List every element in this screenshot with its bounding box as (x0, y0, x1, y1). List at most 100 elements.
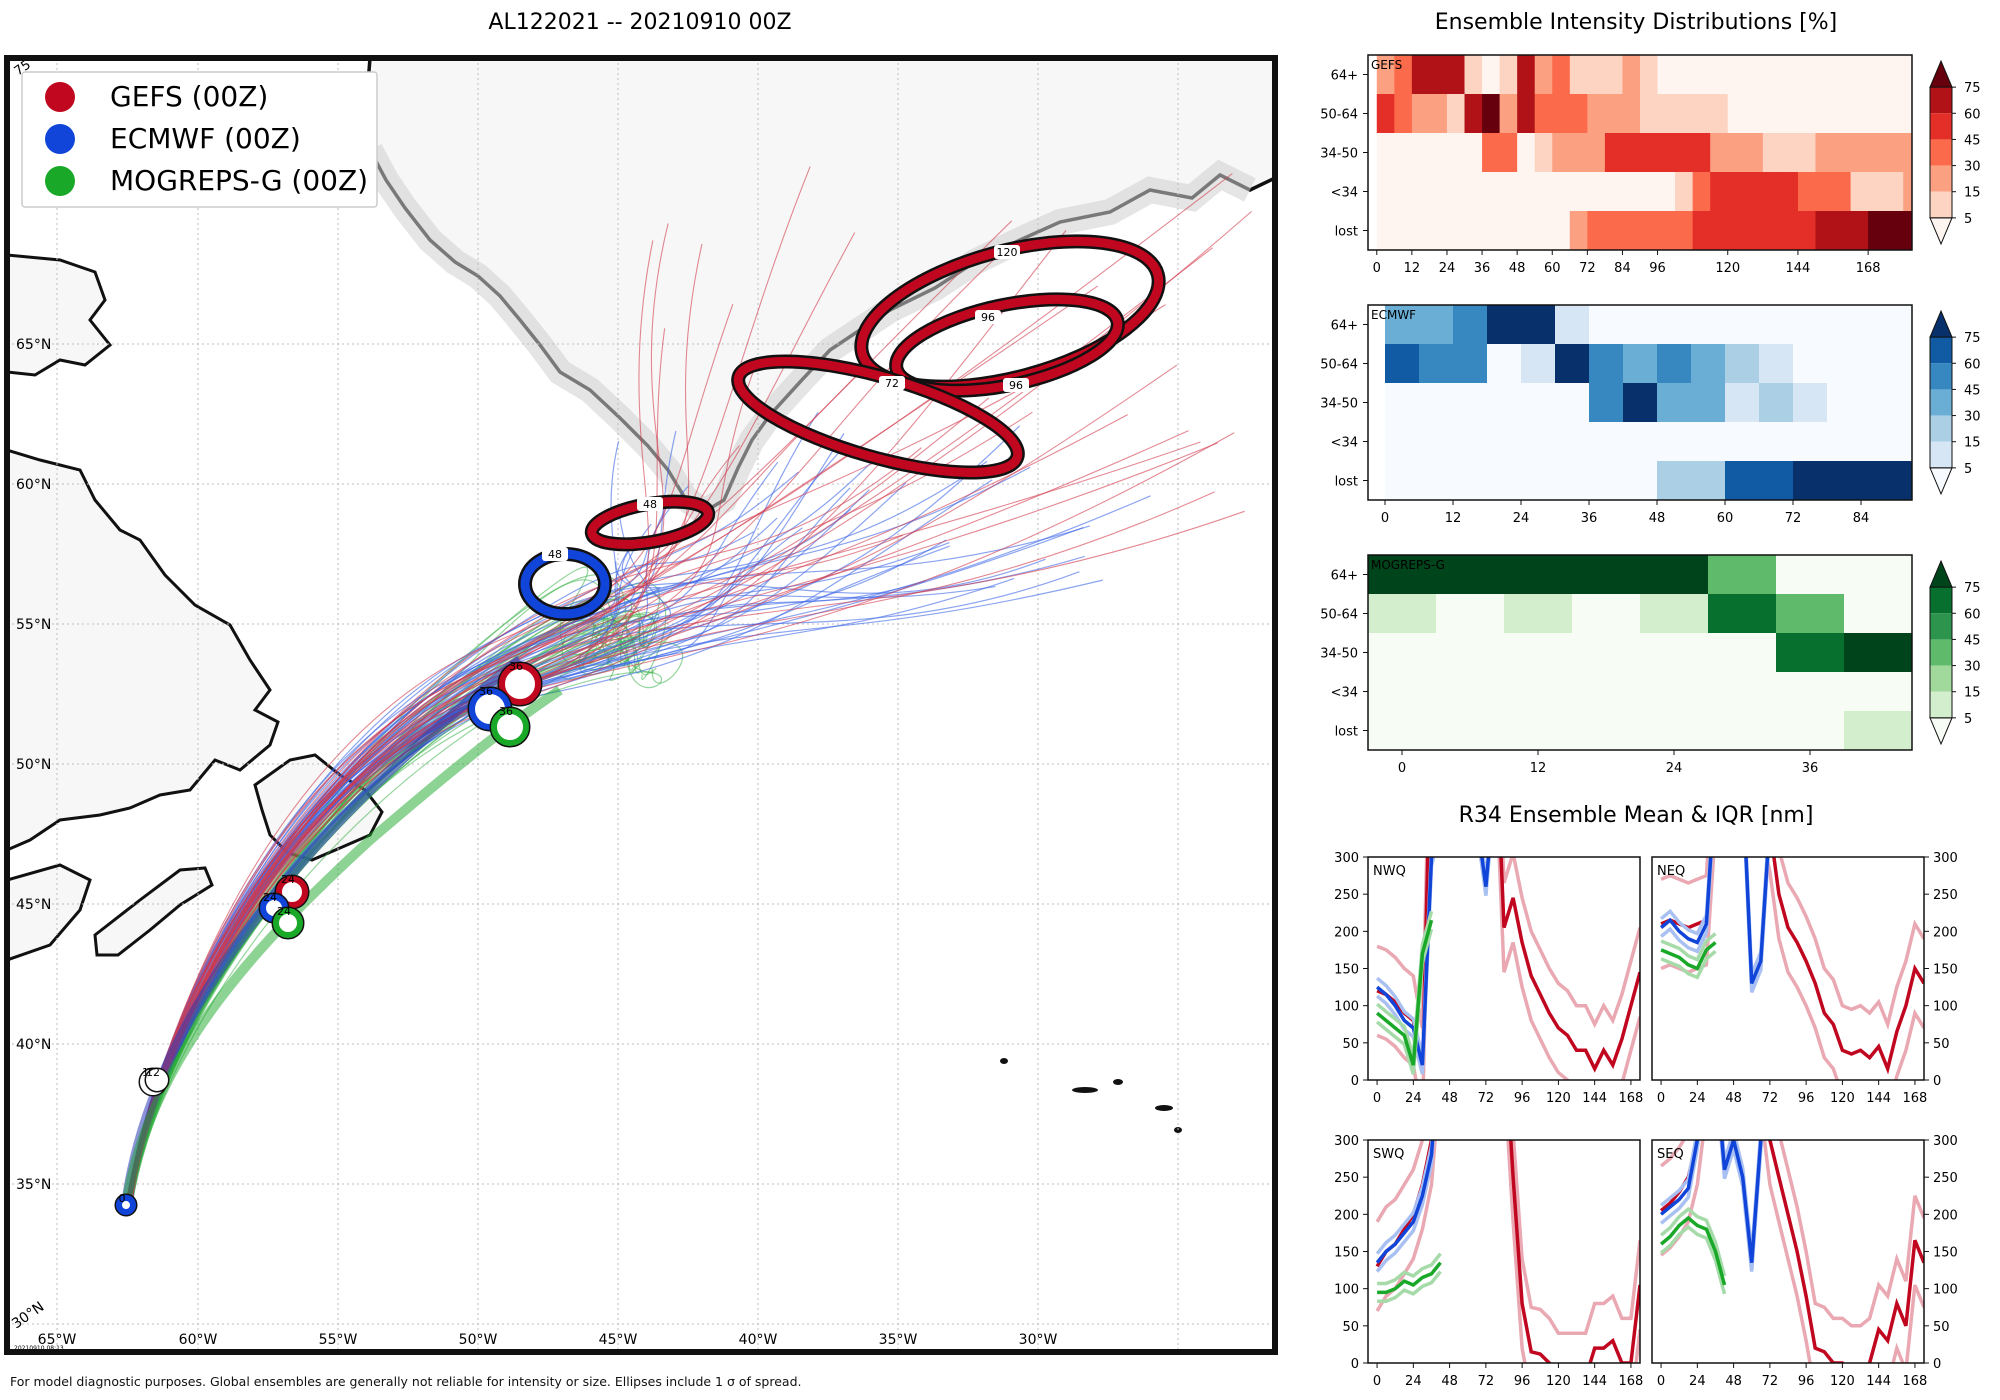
heatmap-cell (1895, 344, 1913, 384)
colorbar-cap (1929, 467, 1953, 496)
heatmap-cell (1521, 461, 1556, 501)
heatmap-cell (1640, 594, 1709, 634)
heatmap-cell (1587, 211, 1606, 251)
heatmap-cell (1762, 172, 1781, 212)
colorbar-cap (1929, 217, 1953, 246)
heatmap-cell (1604, 94, 1623, 134)
heatmap-cell (1446, 172, 1466, 212)
lon-label: 55°W (319, 1332, 358, 1348)
heatmap-cell (1657, 133, 1676, 173)
colorbar-tick: 15 (1964, 436, 1981, 451)
heatmap-cell (1604, 172, 1623, 212)
heatmap-cell (1868, 172, 1887, 212)
heatmap-frame (1367, 554, 1913, 751)
heatmap-cell (1569, 133, 1588, 173)
heatmap-x-tick: 60 (1717, 511, 1734, 526)
heatmap-cell (1868, 133, 1887, 173)
heatmap-model-label: MOGREPS-G (1371, 558, 1445, 572)
heatmap-cell (1725, 344, 1760, 384)
heatmap-cell (1368, 633, 1437, 673)
heatmap-cell (1708, 555, 1777, 595)
forecast-hour-label: 36 (479, 685, 493, 698)
lat-label: 60°N (16, 477, 51, 493)
colorbar-tick: 45 (1964, 633, 1981, 648)
heatmap-cell (1725, 305, 1760, 345)
heatmap-cell (1903, 94, 1913, 134)
r34-iqr-line (1376, 857, 1640, 1029)
heatmap-cell (1850, 133, 1869, 173)
colorbar-tick: 5 (1964, 462, 1972, 477)
heatmap-cell (1903, 55, 1913, 95)
heatmap-cell (1640, 672, 1709, 712)
heatmap-row-label: 34-50 (1320, 647, 1358, 662)
heatmap-cell (1657, 344, 1692, 384)
map-panel: 012122424243636364848729696120 65°W60°W5… (4, 54, 1278, 1355)
heatmap-cell (1604, 133, 1623, 173)
heatmap-row-label: <34 (1331, 686, 1358, 701)
heatmap-cell (1745, 211, 1764, 251)
colorbar-cap (1929, 309, 1953, 338)
r34-panel-neq: NEQ 0 24 48 72 96 120 144 168 0 50 100 150 200 250 300 (1651, 851, 1958, 1106)
colorbar-cap (1929, 59, 1953, 88)
heatmap-cell (1419, 422, 1454, 462)
heatmap-cell (1587, 55, 1606, 95)
lon-label: 35°W (879, 1332, 918, 1348)
heatmap-cell (1675, 133, 1694, 173)
gefs-track (125, 223, 669, 1206)
heatmap-frame (1367, 54, 1913, 251)
heatmap-cell (1411, 211, 1430, 251)
r34-y-tick: 300 (1933, 851, 1958, 866)
colorbar-segment (1930, 691, 1952, 718)
r34-y-tick: 50 (1933, 1037, 1950, 1052)
label-box (994, 245, 1020, 259)
heatmap-cell (1833, 172, 1852, 212)
heatmap-cell (1623, 461, 1658, 501)
heatmap-row-label: <34 (1331, 186, 1358, 201)
colorbar-tick: 30 (1964, 160, 1981, 175)
heatmap-cell (1710, 94, 1729, 134)
heatmap-cell (1657, 422, 1692, 462)
heatmap-cell (1903, 211, 1913, 251)
r34-y-tick: 200 (1933, 1208, 1958, 1223)
heatmap-cell (1589, 422, 1624, 462)
heatmap-x-tick: 36 (1581, 511, 1598, 526)
lon-label: 50°W (459, 1332, 498, 1348)
heatmap-cell (1797, 55, 1816, 95)
heatmap-cell (1691, 383, 1726, 423)
r34-x-tick: 0 (1657, 1374, 1665, 1389)
r34-mean-line-ecmwf (1375, 1140, 1435, 1264)
heatmap-x-tick: 120 (1715, 261, 1740, 276)
azores-island (1072, 1087, 1098, 1093)
r34-x-tick: 168 (1619, 1374, 1644, 1389)
heatmap-cell (1446, 94, 1466, 134)
heatmap-cell (1692, 55, 1711, 95)
r34-x-tick: 120 (1830, 1091, 1855, 1106)
legend-ecmwf-label: ECMWF (00Z) (110, 122, 301, 155)
colorbar-segment (1930, 639, 1952, 666)
heatmap-cell (1657, 461, 1692, 501)
heatmap-cell (1517, 94, 1536, 134)
r34-y-tick: 200 (1334, 1208, 1359, 1223)
colorbar-segment (1930, 389, 1952, 416)
heatmap-cell (1727, 94, 1746, 134)
heatmap-cell (1793, 461, 1828, 501)
colorbar-frame (1929, 586, 1953, 719)
heatmap-cell (1833, 211, 1852, 251)
r34-mean-line-mogreps-g (1660, 941, 1717, 971)
nova-scotia-landmass (93, 866, 214, 957)
colorbar-tick: 15 (1964, 686, 1981, 701)
heatmap-cell (1691, 461, 1726, 501)
lon-label: 45°W (599, 1332, 638, 1348)
heatmap-cell (1453, 461, 1488, 501)
heatmap-cell (1727, 172, 1746, 212)
heatmap-cell (1797, 94, 1816, 134)
r34-mean-line-mogreps-g (1375, 919, 1434, 1066)
position-ring-fill (273, 908, 303, 938)
heatmap-cell (1482, 211, 1501, 251)
heatmap-cell (1572, 711, 1641, 751)
heatmap-cell (1587, 94, 1606, 134)
colorbar-tick: 60 (1964, 607, 1981, 622)
heatmap-cell (1675, 94, 1694, 134)
heatmap-cell (1464, 172, 1483, 212)
heatmap-cell (1589, 461, 1624, 501)
